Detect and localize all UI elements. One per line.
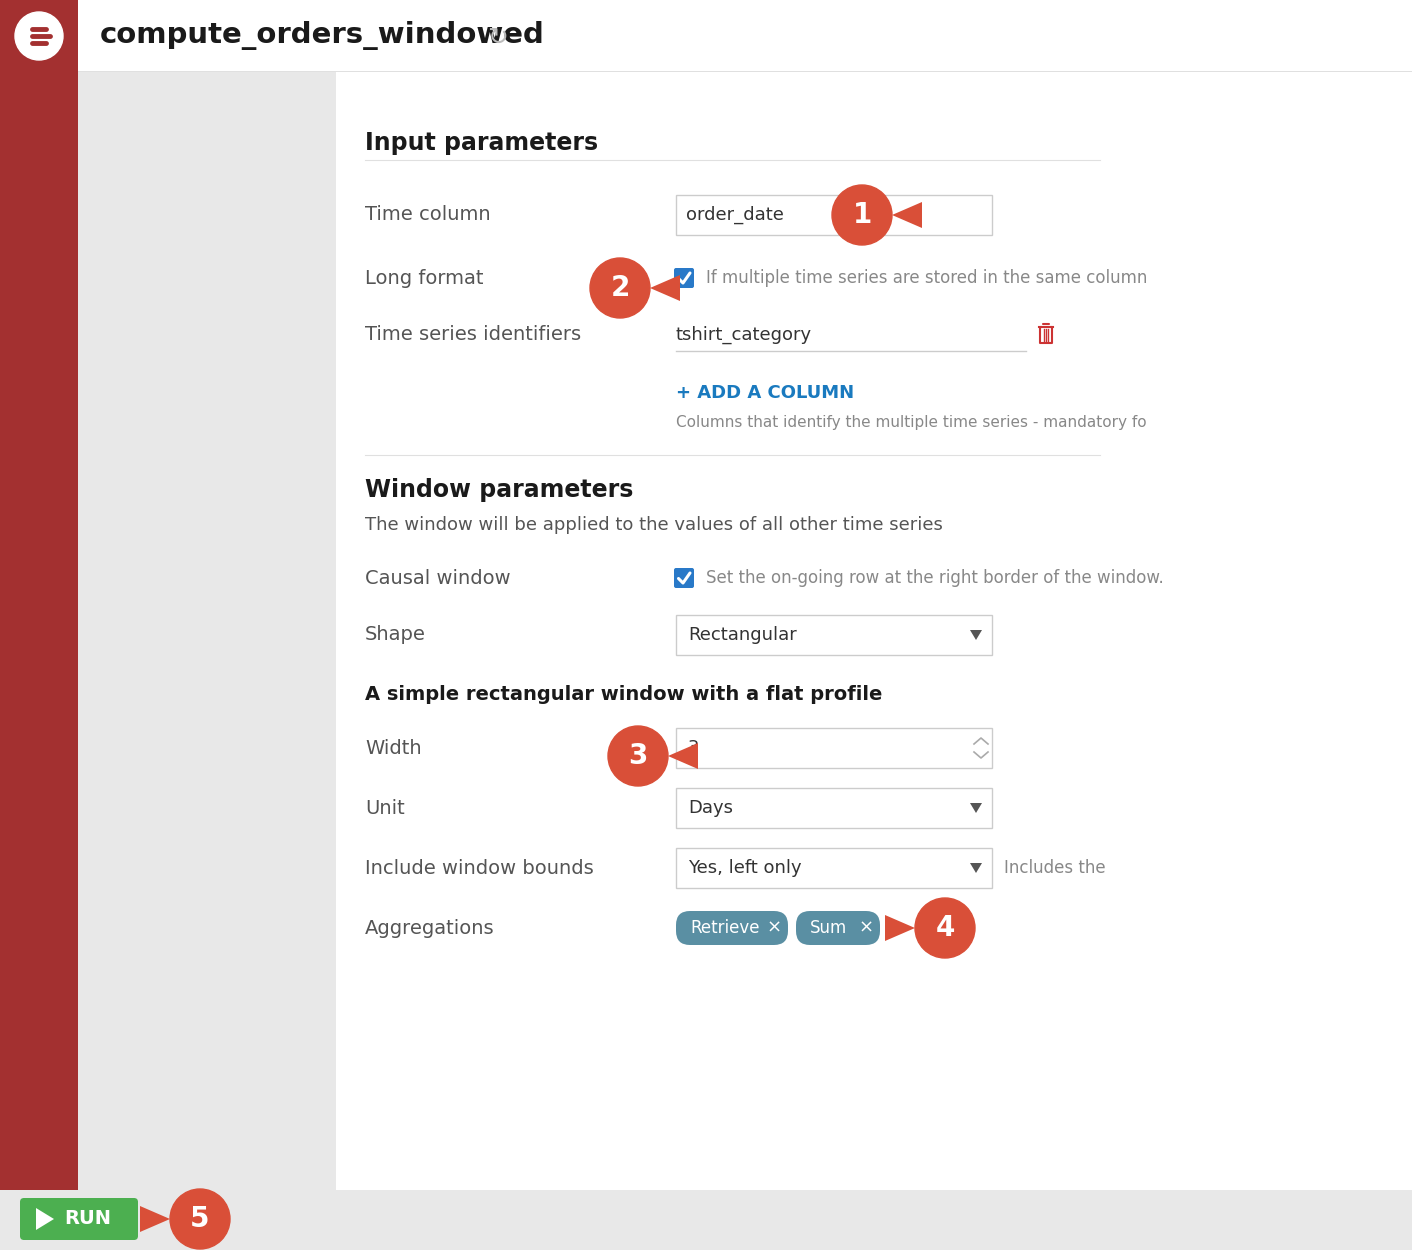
Text: 4: 4: [935, 914, 955, 942]
Polygon shape: [970, 802, 981, 812]
Text: 3: 3: [688, 739, 699, 758]
Polygon shape: [970, 630, 981, 640]
FancyBboxPatch shape: [336, 72, 1412, 1190]
Text: Shape: Shape: [364, 625, 426, 645]
Text: Rectangular: Rectangular: [688, 626, 796, 644]
Polygon shape: [35, 1208, 54, 1230]
Text: Set the on-going row at the right border of the window.: Set the on-going row at the right border…: [706, 569, 1163, 588]
Text: Retrieve: Retrieve: [690, 919, 760, 938]
FancyBboxPatch shape: [676, 728, 993, 768]
Text: Causal window: Causal window: [364, 569, 511, 588]
FancyBboxPatch shape: [676, 195, 993, 235]
Text: ×: ×: [767, 919, 782, 938]
Text: Includes the: Includes the: [1004, 859, 1106, 878]
FancyBboxPatch shape: [0, 0, 1412, 72]
Text: A simple rectangular window with a flat profile: A simple rectangular window with a flat …: [364, 685, 882, 705]
Text: Time series identifiers: Time series identifiers: [364, 325, 582, 345]
Text: 2: 2: [610, 274, 630, 302]
Text: 5: 5: [191, 1205, 210, 1232]
Text: Time column: Time column: [364, 205, 490, 225]
FancyBboxPatch shape: [0, 1190, 1412, 1250]
Text: Sum: Sum: [810, 919, 847, 938]
Text: RUN: RUN: [64, 1210, 112, 1229]
Text: Window parameters: Window parameters: [364, 478, 634, 502]
Circle shape: [609, 726, 668, 786]
Text: 3: 3: [628, 742, 648, 770]
Circle shape: [16, 12, 64, 60]
Text: ↻: ↻: [487, 26, 508, 50]
Text: order_date: order_date: [686, 206, 784, 224]
Polygon shape: [892, 202, 922, 228]
Text: Long format: Long format: [364, 269, 483, 288]
Polygon shape: [668, 742, 698, 769]
Circle shape: [169, 1189, 230, 1249]
Polygon shape: [970, 862, 981, 872]
FancyBboxPatch shape: [676, 788, 993, 828]
Circle shape: [590, 258, 650, 318]
Text: Days: Days: [688, 799, 733, 818]
Polygon shape: [650, 275, 681, 301]
Text: The window will be applied to the values of all other time series: The window will be applied to the values…: [364, 516, 943, 534]
Text: Aggregations: Aggregations: [364, 919, 494, 938]
FancyBboxPatch shape: [796, 911, 880, 945]
Text: Input parameters: Input parameters: [364, 131, 599, 155]
Text: Include window bounds: Include window bounds: [364, 859, 594, 878]
FancyBboxPatch shape: [676, 911, 788, 945]
Text: If multiple time series are stored in the same column: If multiple time series are stored in th…: [706, 269, 1148, 288]
FancyBboxPatch shape: [674, 568, 695, 588]
Text: compute_orders_windowed: compute_orders_windowed: [100, 21, 545, 50]
Text: ×: ×: [858, 919, 874, 938]
FancyBboxPatch shape: [78, 72, 336, 1250]
Circle shape: [832, 185, 892, 245]
Polygon shape: [140, 1206, 169, 1232]
Text: Width: Width: [364, 739, 422, 758]
Polygon shape: [885, 915, 915, 941]
FancyBboxPatch shape: [0, 0, 78, 1250]
FancyBboxPatch shape: [20, 1198, 138, 1240]
FancyBboxPatch shape: [0, 0, 78, 72]
Text: 1: 1: [853, 201, 871, 229]
Text: tshirt_category: tshirt_category: [676, 326, 812, 344]
Text: Columns that identify the multiple time series - mandatory fo: Columns that identify the multiple time …: [676, 415, 1147, 430]
FancyBboxPatch shape: [674, 268, 695, 288]
FancyBboxPatch shape: [676, 615, 993, 655]
Text: Yes, left only: Yes, left only: [688, 859, 802, 878]
Text: + ADD A COLUMN: + ADD A COLUMN: [676, 384, 854, 402]
FancyBboxPatch shape: [676, 848, 993, 888]
Circle shape: [915, 898, 976, 958]
Text: Unit: Unit: [364, 799, 405, 818]
